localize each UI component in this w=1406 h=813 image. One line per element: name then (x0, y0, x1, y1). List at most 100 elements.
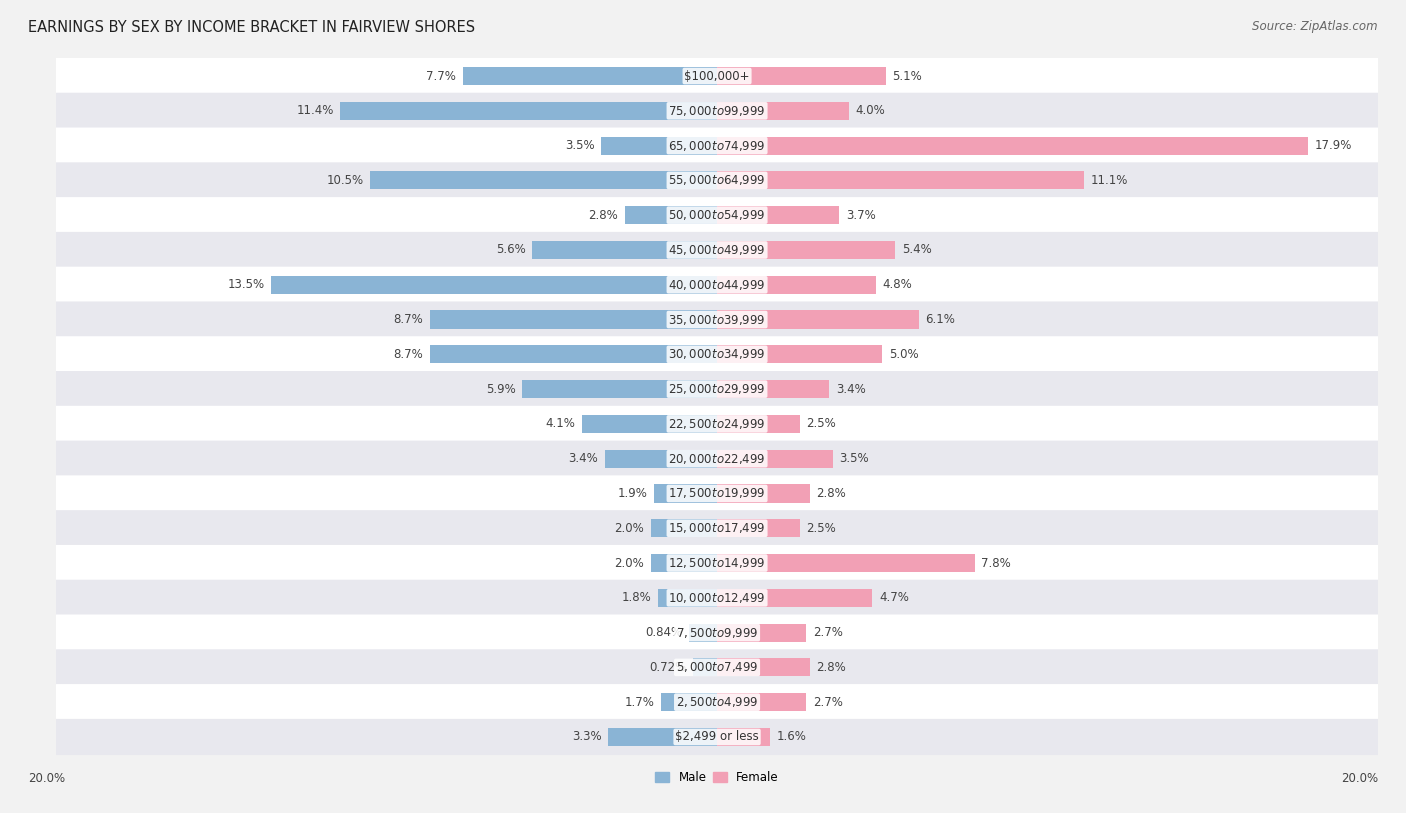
Text: 3.7%: 3.7% (846, 209, 876, 222)
Text: 13.5%: 13.5% (228, 278, 264, 291)
Text: 7.8%: 7.8% (981, 557, 1011, 570)
Text: 4.1%: 4.1% (546, 417, 575, 430)
FancyBboxPatch shape (56, 615, 1378, 650)
Text: 4.7%: 4.7% (879, 591, 908, 604)
FancyBboxPatch shape (56, 580, 1378, 616)
Text: 2.7%: 2.7% (813, 696, 842, 709)
FancyBboxPatch shape (56, 511, 1378, 546)
Bar (717, 589, 872, 606)
Bar (624, 207, 717, 224)
Text: 11.1%: 11.1% (1091, 174, 1128, 187)
FancyBboxPatch shape (56, 232, 1378, 268)
FancyBboxPatch shape (56, 337, 1378, 372)
FancyBboxPatch shape (56, 684, 1378, 720)
Text: 5.1%: 5.1% (893, 70, 922, 83)
Text: $5,000 to $7,499: $5,000 to $7,499 (676, 660, 758, 675)
Text: 3.4%: 3.4% (837, 383, 866, 396)
Text: 3.4%: 3.4% (568, 452, 598, 465)
Bar (607, 728, 717, 746)
Bar (717, 554, 974, 572)
FancyBboxPatch shape (56, 719, 1378, 755)
Text: 2.7%: 2.7% (813, 626, 842, 639)
Bar (654, 485, 717, 502)
Bar (651, 554, 717, 572)
Text: $7,500 to $9,999: $7,500 to $9,999 (676, 625, 758, 640)
Bar (602, 137, 717, 154)
Bar (658, 589, 717, 606)
Text: $17,500 to $19,999: $17,500 to $19,999 (668, 486, 766, 501)
FancyBboxPatch shape (56, 650, 1378, 685)
Bar (717, 311, 918, 328)
FancyBboxPatch shape (56, 93, 1378, 129)
Text: 7.7%: 7.7% (426, 70, 456, 83)
Text: 2.0%: 2.0% (614, 522, 644, 535)
FancyBboxPatch shape (56, 267, 1378, 302)
Text: 8.7%: 8.7% (394, 348, 423, 361)
Text: $75,000 to $99,999: $75,000 to $99,999 (668, 104, 766, 118)
Bar (717, 728, 770, 746)
Text: 1.9%: 1.9% (617, 487, 648, 500)
FancyBboxPatch shape (56, 406, 1378, 442)
FancyBboxPatch shape (56, 58, 1378, 94)
Text: 2.8%: 2.8% (588, 209, 617, 222)
Text: 6.1%: 6.1% (925, 313, 955, 326)
Text: EARNINGS BY SEX BY INCOME BRACKET IN FAIRVIEW SHORES: EARNINGS BY SEX BY INCOME BRACKET IN FAI… (28, 20, 475, 35)
Text: 1.6%: 1.6% (776, 730, 807, 743)
Text: 1.8%: 1.8% (621, 591, 651, 604)
Bar (689, 624, 717, 641)
FancyBboxPatch shape (56, 545, 1378, 581)
Bar (605, 450, 717, 467)
FancyBboxPatch shape (56, 302, 1378, 337)
Text: 8.7%: 8.7% (394, 313, 423, 326)
Text: $55,000 to $64,999: $55,000 to $64,999 (668, 173, 766, 188)
Text: 10.5%: 10.5% (326, 174, 364, 187)
Text: 2.5%: 2.5% (806, 522, 837, 535)
Bar (717, 415, 800, 433)
Text: $40,000 to $44,999: $40,000 to $44,999 (668, 278, 766, 292)
Text: $2,499 or less: $2,499 or less (675, 730, 759, 743)
Text: $12,500 to $14,999: $12,500 to $14,999 (668, 556, 766, 570)
Text: 3.3%: 3.3% (572, 730, 602, 743)
Bar (717, 207, 839, 224)
Bar (717, 693, 806, 711)
Bar (717, 137, 1309, 154)
Text: 11.4%: 11.4% (297, 104, 333, 117)
Text: $20,000 to $22,499: $20,000 to $22,499 (668, 452, 766, 466)
Text: $35,000 to $39,999: $35,000 to $39,999 (668, 312, 766, 327)
Text: 3.5%: 3.5% (839, 452, 869, 465)
Text: 4.0%: 4.0% (856, 104, 886, 117)
Bar (582, 415, 717, 433)
Text: 2.5%: 2.5% (806, 417, 837, 430)
Bar (531, 241, 717, 259)
Bar (717, 624, 806, 641)
Bar (430, 311, 717, 328)
Bar (717, 659, 810, 676)
Text: 5.0%: 5.0% (889, 348, 918, 361)
Text: 1.7%: 1.7% (624, 696, 654, 709)
Text: $50,000 to $54,999: $50,000 to $54,999 (668, 208, 766, 222)
Text: $30,000 to $34,999: $30,000 to $34,999 (668, 347, 766, 361)
Text: 5.6%: 5.6% (496, 243, 526, 256)
FancyBboxPatch shape (56, 371, 1378, 407)
Text: $2,500 to $4,999: $2,500 to $4,999 (676, 695, 758, 709)
Bar (693, 659, 717, 676)
Text: 4.8%: 4.8% (883, 278, 912, 291)
Bar (717, 67, 886, 85)
FancyBboxPatch shape (56, 441, 1378, 476)
Text: Source: ZipAtlas.com: Source: ZipAtlas.com (1253, 20, 1378, 33)
Text: 17.9%: 17.9% (1315, 139, 1353, 152)
Text: $10,000 to $12,499: $10,000 to $12,499 (668, 591, 766, 605)
Text: 3.5%: 3.5% (565, 139, 595, 152)
Bar (717, 346, 883, 363)
Bar (717, 450, 832, 467)
Legend: Male, Female: Male, Female (651, 766, 783, 789)
Bar (717, 172, 1084, 189)
Text: 20.0%: 20.0% (1341, 772, 1378, 785)
Bar (340, 102, 717, 120)
Text: $100,000+: $100,000+ (685, 70, 749, 83)
Text: 20.0%: 20.0% (28, 772, 65, 785)
Text: 0.72%: 0.72% (650, 661, 686, 674)
Text: 5.9%: 5.9% (485, 383, 516, 396)
Bar (522, 380, 717, 398)
Text: $15,000 to $17,499: $15,000 to $17,499 (668, 521, 766, 535)
